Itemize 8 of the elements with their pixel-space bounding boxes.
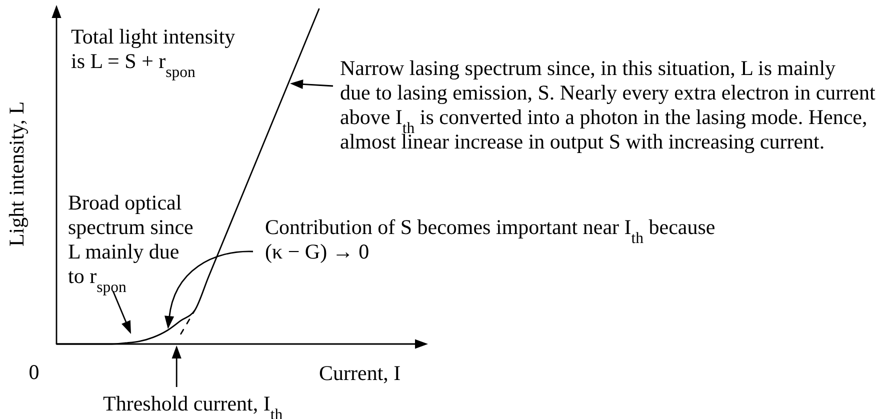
y-axis-title: Light intensity, L	[4, 101, 28, 247]
x-axis-title: Current, I	[319, 360, 401, 385]
text: Threshold current, I$_{th}$	[103, 391, 283, 419]
annotation: Broad optical spectrum since L mainly due to r$_{spon}$	[68, 190, 194, 296]
text: Narrow lasing spectrum since, in this situation, L is mainly due to lasing emission, S. Nearly every extra electron in current above I$_{th}$ is converted into a photon in the lasing mode. Hence, almost linear increase in output S with increasing current.	[340, 56, 876, 154]
text: Contribution of S becomes important near I$_{th}$ because (κ − G) → 0	[265, 214, 716, 264]
text: 0	[28, 360, 40, 384]
annotation: Total light intensity is L = S + r$_{spon}$	[71, 24, 236, 80]
